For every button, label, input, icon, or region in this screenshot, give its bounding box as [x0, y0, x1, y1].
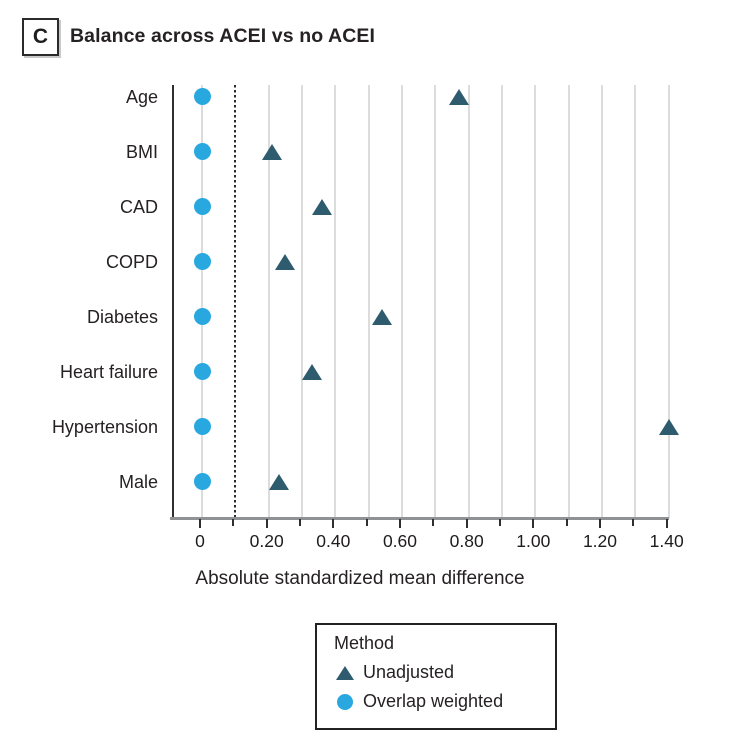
- gridline: [400, 85, 403, 518]
- x-tick: [298, 519, 301, 526]
- x-tick-label: 1.20: [582, 531, 618, 551]
- unadjusted-marker: [658, 418, 679, 435]
- overlap-weighted-marker: [193, 253, 211, 271]
- unadjusted-marker: [275, 253, 296, 270]
- gridline: [600, 85, 603, 518]
- x-axis-title: Absolute standardized mean difference: [195, 568, 525, 589]
- gridline: [467, 85, 470, 518]
- legend-swatch-circle: [334, 693, 356, 710]
- x-tick: [365, 519, 368, 526]
- x-tick: [532, 519, 535, 528]
- category-label: Male: [118, 471, 158, 492]
- gridline: [534, 85, 537, 518]
- x-tick: [465, 519, 468, 528]
- unadjusted-marker: [448, 88, 469, 105]
- gridline: [634, 85, 637, 518]
- unadjusted-marker: [371, 308, 392, 325]
- x-axis-line: [170, 517, 669, 520]
- x-tick-label: 1.40: [649, 531, 684, 551]
- x-tick: [498, 519, 501, 526]
- x-tick-label: 0.20: [249, 531, 284, 551]
- x-tick: [432, 519, 435, 526]
- x-tick: [332, 519, 335, 528]
- x-tick-label: 0: [195, 531, 205, 551]
- panel-letter: C: [32, 25, 49, 48]
- panel-letter-badge: C: [22, 18, 59, 56]
- gridline: [434, 85, 437, 518]
- legend-items: Unadjusted Overlap weighted: [334, 658, 555, 716]
- category-label: Diabetes: [86, 306, 158, 327]
- gridline: [300, 85, 303, 518]
- gridline: [201, 85, 203, 518]
- x-tick-label: 0.60: [382, 531, 418, 551]
- category-label: Heart failure: [59, 361, 158, 382]
- overlap-weighted-marker: [193, 198, 211, 216]
- gridline: [334, 85, 337, 518]
- x-tick-label: 0.40: [316, 531, 351, 551]
- category-label: CAD: [119, 196, 158, 217]
- overlap-weighted-marker: [193, 363, 211, 381]
- x-tick: [632, 519, 635, 526]
- category-label: Age: [125, 86, 158, 107]
- panel-title: Balance across ACEI vs no ACEI: [70, 25, 376, 47]
- category-label: BMI: [125, 141, 158, 162]
- x-tick: [598, 519, 601, 528]
- x-tick: [265, 519, 268, 528]
- legend-item-label: Unadjusted: [363, 662, 455, 682]
- legend-box: Method Unadjusted Overlap weighted: [315, 623, 557, 730]
- legend-title: Method: [334, 633, 395, 653]
- legend-item: Unadjusted: [334, 658, 555, 687]
- legend-item: Overlap weighted: [334, 687, 555, 716]
- x-tick: [199, 519, 201, 528]
- unadjusted-legend-icon: [336, 665, 354, 680]
- gridline: [667, 85, 670, 518]
- overlap-weighted-marker: [193, 143, 211, 161]
- legend-item-label: Overlap weighted: [363, 691, 504, 711]
- category-label: COPD: [105, 251, 158, 272]
- overlap-weighted-marker: [193, 473, 211, 491]
- x-tick: [565, 519, 568, 526]
- overlap-weighted-legend-icon: [337, 693, 353, 710]
- unadjusted-marker: [261, 143, 282, 160]
- overlap-weighted-marker: [193, 88, 211, 106]
- x-tick: [665, 519, 668, 528]
- legend-swatch-triangle: [334, 665, 356, 680]
- unadjusted-marker: [311, 198, 332, 215]
- category-label: Hypertension: [51, 416, 158, 437]
- x-tick-label: 0.80: [449, 531, 484, 551]
- overlap-weighted-marker: [193, 418, 211, 436]
- overlap-weighted-marker: [193, 308, 211, 326]
- plot-area: [172, 85, 679, 518]
- x-tick: [232, 519, 235, 526]
- unadjusted-marker: [268, 473, 289, 490]
- gridline: [267, 85, 270, 518]
- gridline: [567, 85, 570, 518]
- gridline: [500, 85, 503, 518]
- gridline: [367, 85, 370, 518]
- x-tick-label: 1.00: [516, 531, 551, 551]
- unadjusted-marker: [301, 363, 322, 380]
- x-tick: [398, 519, 401, 528]
- reference-line: [234, 85, 237, 518]
